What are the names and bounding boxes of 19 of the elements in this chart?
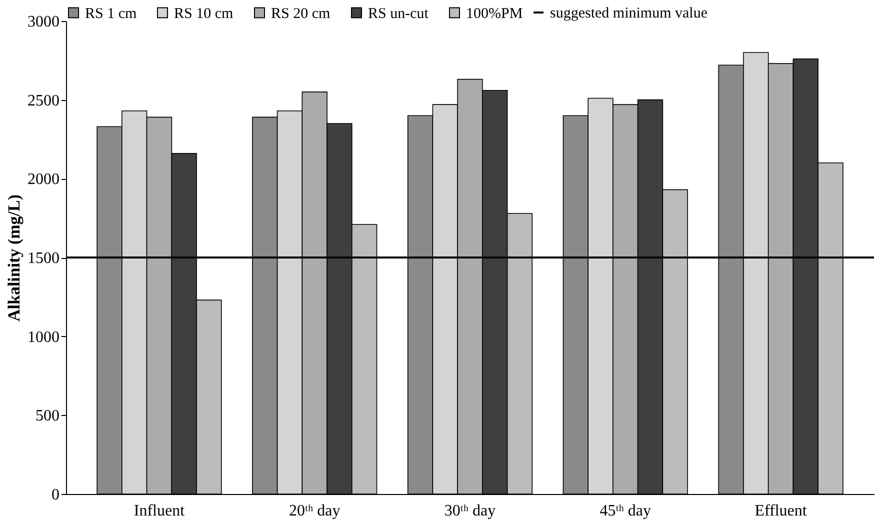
y-tick-label: 1000	[28, 328, 60, 346]
x-tick-label: Effluent	[754, 502, 808, 520]
legend-label: suggested minimum value	[550, 6, 708, 22]
legend-label: RS 20 cm	[271, 6, 331, 22]
y-tick-label: 3000	[28, 14, 60, 30]
y-tick-label: 0	[52, 486, 60, 504]
x-tick-label: 45ᵗʰ day	[600, 502, 652, 520]
y-tick-label: 500	[36, 408, 60, 425]
y-axis-title: Alkalinity (mg/L)	[4, 194, 24, 322]
y-tick-label: 1500	[28, 250, 60, 267]
y-tick-label: 2500	[28, 92, 60, 110]
x-tick-label: 30ᵗʰ day	[444, 502, 496, 520]
x-tick-label: Influent	[134, 502, 186, 520]
legend-label: 100%PM	[466, 6, 523, 22]
legend-label: RS 1 cm	[85, 6, 138, 22]
legend-label: RS 10 cm	[174, 6, 234, 22]
x-tick-label: 20ᵗʰ day	[288, 502, 340, 520]
y-tick-label: 2000	[28, 171, 60, 188]
legend-label: RS un-cut	[368, 6, 430, 22]
